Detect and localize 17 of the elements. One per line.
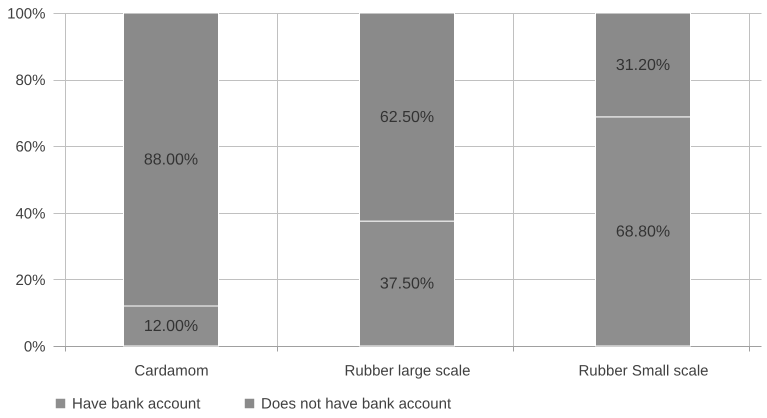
x-tick-label: Cardamom <box>134 362 209 380</box>
y-tick-label: 0% <box>24 338 46 356</box>
data-label: 68.80% <box>616 223 670 240</box>
y-tick-label: 100% <box>7 6 46 22</box>
data-label: 62.50% <box>380 109 434 126</box>
y-tick-label: 80% <box>15 72 46 90</box>
y-tick-label: 40% <box>15 205 46 222</box>
y-tick-label: 60% <box>15 138 46 156</box>
y-tick-label: 20% <box>15 272 46 289</box>
data-label: 37.50% <box>380 276 434 293</box>
legend-label: Have bank account <box>72 396 202 413</box>
x-tick-label: Rubber Small scale <box>578 362 709 380</box>
data-label: 12.00% <box>144 318 198 336</box>
data-label: 88.00% <box>144 152 198 169</box>
x-tick-label: Rubber large scale <box>344 362 470 380</box>
data-label: 31.20% <box>616 56 670 74</box>
legend-label: Does not have bank account <box>261 396 452 413</box>
